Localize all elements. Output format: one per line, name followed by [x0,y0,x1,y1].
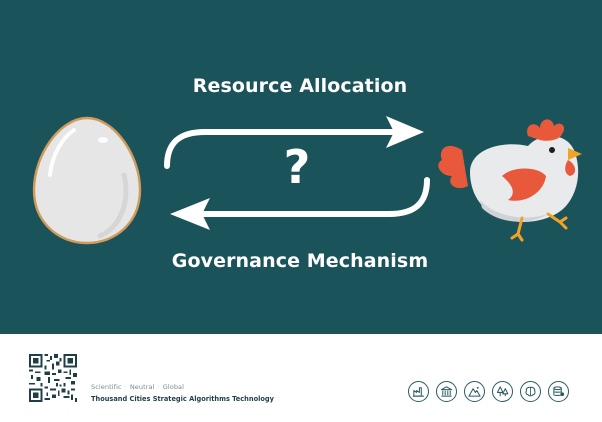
bank-icon [436,381,457,402]
chicken-left-leg [510,216,524,242]
chicken-beak [568,148,582,160]
trees-icon [492,381,513,402]
bottom-arrowhead [170,198,210,230]
resource-allocation-arrow [164,116,424,169]
tagline-item-global: Global [162,383,185,391]
tagline-separator: · [157,383,160,391]
bottom-label: Governance Mechanism [171,250,429,272]
database-icon [548,381,569,402]
top-label: Resource Allocation [192,75,408,97]
brand-name: Thousand Cities Strategic Algorithms Tec… [91,395,274,403]
governance-mechanism-arrow [170,177,430,230]
footer: Scientific · Neutral · Global Thousand Citie… [0,334,602,422]
top-arrowhead [386,116,424,148]
chicken-wing [502,168,546,201]
egg-shell [32,116,142,245]
bottom-arrow-line [197,177,430,217]
tagline-item-scientific: Scientific [91,383,122,391]
tagline-item-neutral: Neutral [129,383,155,391]
diagram-panel: Resource Allocation ? Governance Mechani… [0,0,602,334]
tagline-separator: · [124,383,127,391]
egg-shadow [97,172,129,239]
mountain-icon [464,381,485,402]
top-arrow-line [164,129,403,169]
qr-code-icon [29,354,77,402]
egg-illustration [32,116,142,245]
tagline: Scientific · Neutral · Global [91,383,184,391]
chicken-belly-shade [480,200,548,222]
factory-icon [408,381,429,402]
egg-shine [98,137,108,143]
chicken-illustration [438,119,582,242]
footer-icon-row [408,381,569,402]
chicken-eye [549,147,555,153]
diagram-artwork [32,116,582,245]
chicken-wattle [565,160,576,176]
chicken-comb [527,119,565,141]
brain-icon [520,381,541,402]
chicken-tail [438,145,468,189]
egg-highlight [48,128,76,177]
chicken-right-leg [546,212,568,230]
question-mark: ? [283,140,311,194]
